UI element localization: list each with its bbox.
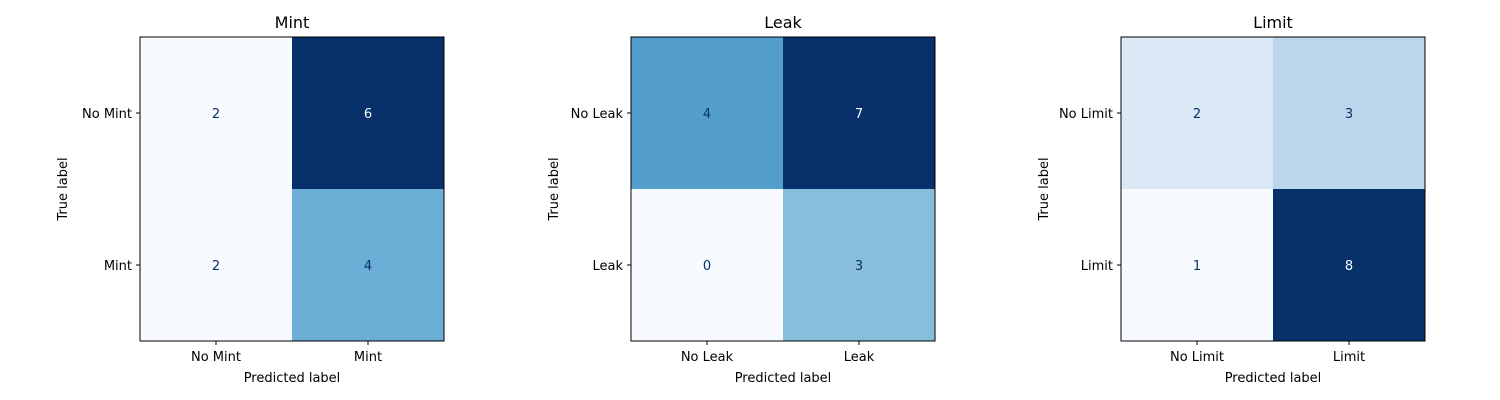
matrix-cell bbox=[140, 189, 292, 341]
plot-frame bbox=[630, 36, 936, 342]
chart-title: Leak bbox=[764, 13, 802, 32]
matrix-cell bbox=[1273, 37, 1425, 189]
x-axis-label: Predicted label bbox=[244, 371, 341, 386]
y-tick-label: No Limit bbox=[1059, 107, 1113, 122]
matrix-cell bbox=[292, 37, 444, 189]
matrix-cell bbox=[783, 37, 935, 189]
plot-frame bbox=[1120, 36, 1426, 342]
x-tick-label: No Limit bbox=[1170, 350, 1224, 365]
matrix-cell bbox=[783, 189, 935, 341]
confusion-matrix-panel: 2 6 2 4 Mint No Mint Mint No Mint Mint Predicted … bbox=[56, 13, 445, 386]
y-tick-label: Mint bbox=[104, 259, 132, 274]
x-tick-label: No Mint bbox=[191, 350, 241, 365]
x-tick-label: Limit bbox=[1333, 350, 1365, 365]
chart-title: Limit bbox=[1253, 13, 1293, 32]
matrix-cell bbox=[631, 189, 783, 341]
x-tick-label: Mint bbox=[354, 350, 382, 365]
x-tick-label: No Leak bbox=[681, 350, 734, 365]
cell-value-label: 1 bbox=[1193, 259, 1201, 274]
plot-frame bbox=[139, 36, 445, 342]
y-tick-label: Limit bbox=[1081, 259, 1113, 274]
matrix-cell bbox=[1121, 189, 1273, 341]
y-axis-label: True label bbox=[547, 157, 562, 221]
cell-value-label: 2 bbox=[212, 107, 220, 122]
y-tick-label: No Mint bbox=[82, 107, 132, 122]
matrix-cell bbox=[292, 189, 444, 341]
y-tick-label: Leak bbox=[592, 259, 623, 274]
cell-value-label: 3 bbox=[855, 259, 863, 274]
cell-value-label: 2 bbox=[212, 259, 220, 274]
x-axis-label: Predicted label bbox=[1225, 371, 1322, 386]
matrix-cell bbox=[140, 37, 292, 189]
cell-value-label: 8 bbox=[1345, 259, 1353, 274]
cell-value-label: 0 bbox=[703, 259, 711, 274]
cell-value-label: 7 bbox=[855, 107, 863, 122]
cell-value-label: 4 bbox=[703, 107, 711, 122]
matrix-cell bbox=[1273, 189, 1425, 341]
cell-value-label: 6 bbox=[364, 107, 372, 122]
cell-value-label: 2 bbox=[1193, 107, 1201, 122]
x-axis-label: Predicted label bbox=[735, 371, 832, 386]
x-tick-label: Leak bbox=[844, 350, 875, 365]
y-tick-label: No Leak bbox=[571, 107, 624, 122]
matrix-cell bbox=[1121, 37, 1273, 189]
matrix-cell bbox=[631, 37, 783, 189]
cell-value-label: 4 bbox=[364, 259, 372, 274]
y-axis-label: True label bbox=[56, 157, 71, 221]
confusion-matrix-panel: 2 3 1 8 Limit No Limit Limit No Limit Limit Predi… bbox=[1037, 13, 1426, 386]
y-axis-label: True label bbox=[1037, 157, 1052, 221]
confusion-matrix-panel: 4 7 0 3 Leak No Leak Leak No Leak Leak Predicted … bbox=[547, 13, 936, 386]
chart-title: Mint bbox=[275, 13, 310, 32]
cell-value-label: 3 bbox=[1345, 107, 1353, 122]
